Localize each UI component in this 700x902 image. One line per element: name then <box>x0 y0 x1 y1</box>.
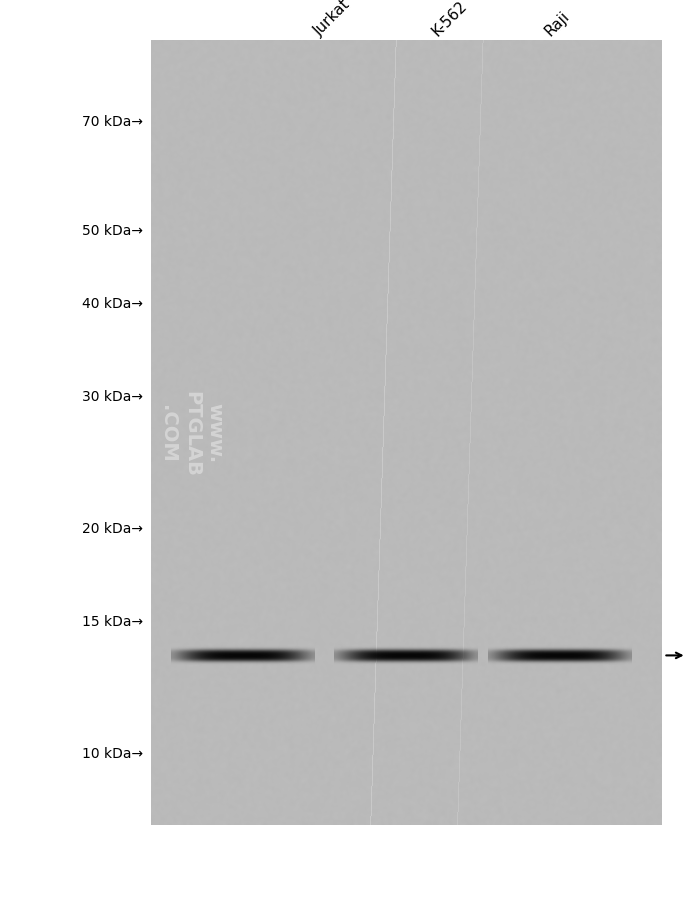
Text: 20 kDa→: 20 kDa→ <box>82 521 143 535</box>
Text: 30 kDa→: 30 kDa→ <box>82 390 143 404</box>
Text: 10 kDa→: 10 kDa→ <box>82 746 143 760</box>
Text: www.
PTGLAB
.COM: www. PTGLAB .COM <box>158 390 225 476</box>
Text: Raji: Raji <box>541 8 572 39</box>
Text: Jurkat: Jurkat <box>312 0 354 39</box>
Text: 40 kDa→: 40 kDa→ <box>82 297 143 310</box>
Text: 15 kDa→: 15 kDa→ <box>82 614 143 629</box>
Text: K-562: K-562 <box>429 0 470 39</box>
Text: 70 kDa→: 70 kDa→ <box>82 115 143 129</box>
Text: 50 kDa→: 50 kDa→ <box>82 225 143 238</box>
